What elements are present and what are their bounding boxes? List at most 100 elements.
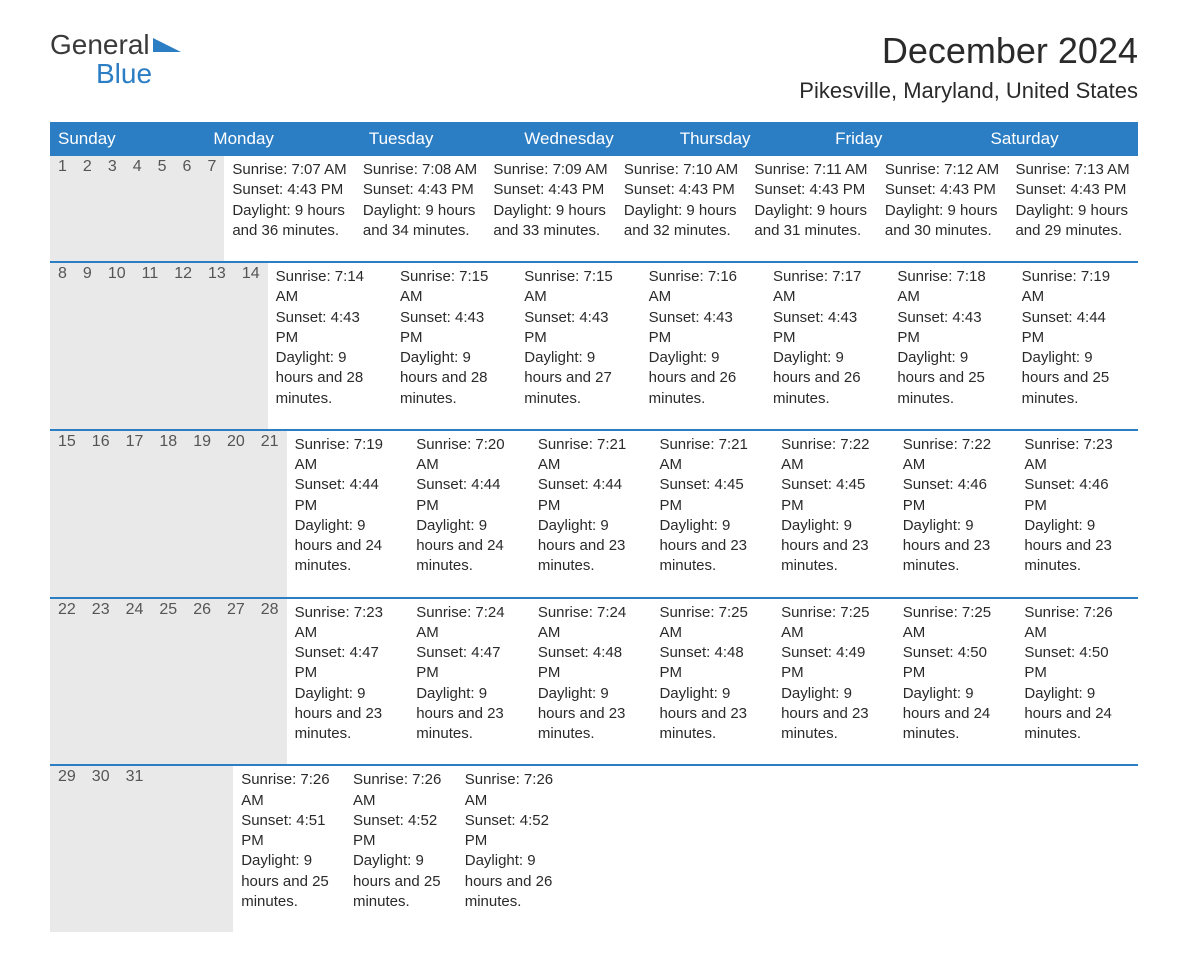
day-cell	[569, 766, 681, 932]
sunrise-line: Sunrise: 7:20 AM	[416, 435, 522, 476]
day-number: 15	[50, 431, 84, 597]
sunrise-line: Sunrise: 7:23 AM	[1024, 435, 1130, 476]
location-text: Pikesville, Maryland, United States	[799, 78, 1138, 104]
day-cell: Sunrise: 7:26 AMSunset: 4:51 PMDaylight:…	[233, 766, 345, 932]
day-cell: Sunrise: 7:25 AMSunset: 4:48 PMDaylight:…	[651, 599, 773, 765]
day-number: 19	[185, 431, 219, 597]
sunrise-line: Sunrise: 7:26 AM	[241, 770, 337, 811]
header: General Blue December 2024 Pikesville, M…	[50, 30, 1138, 104]
sunrise-line: Sunrise: 7:16 AM	[649, 267, 757, 308]
sunset-line: Sunset: 4:44 PM	[295, 475, 401, 516]
day-number	[151, 766, 171, 932]
day-header-saturday: Saturday	[983, 122, 1138, 156]
sunset-line: Sunset: 4:43 PM	[624, 180, 739, 200]
sunrise-line: Sunrise: 7:18 AM	[897, 267, 1005, 308]
day-header-sunday: Sunday	[50, 122, 205, 156]
daylight-line: Daylight: 9 hours and 34 minutes.	[363, 201, 478, 242]
daylight-line: Daylight: 9 hours and 23 minutes.	[416, 684, 522, 745]
sunrise-line: Sunrise: 7:21 AM	[659, 435, 765, 476]
day-cell: Sunrise: 7:19 AMSunset: 4:44 PMDaylight:…	[1014, 263, 1138, 429]
day-cell: Sunrise: 7:08 AMSunset: 4:43 PMDaylight:…	[355, 156, 486, 261]
sunset-line: Sunset: 4:48 PM	[659, 643, 765, 684]
logo-text-blue: Blue	[96, 59, 181, 88]
day-number: 6	[175, 156, 200, 261]
day-number: 16	[84, 431, 118, 597]
day-number: 12	[166, 263, 200, 429]
daylight-line: Daylight: 9 hours and 32 minutes.	[624, 201, 739, 242]
day-cell	[904, 766, 1016, 932]
daylight-line: Daylight: 9 hours and 23 minutes.	[781, 516, 887, 577]
day-cell: Sunrise: 7:11 AMSunset: 4:43 PMDaylight:…	[746, 156, 877, 261]
sunset-line: Sunset: 4:45 PM	[659, 475, 765, 516]
day-cell: Sunrise: 7:26 AMSunset: 4:52 PMDaylight:…	[345, 766, 457, 932]
day-cell: Sunrise: 7:25 AMSunset: 4:49 PMDaylight:…	[773, 599, 895, 765]
day-number: 8	[50, 263, 75, 429]
sunset-line: Sunset: 4:47 PM	[416, 643, 522, 684]
week-row: 891011121314Sunrise: 7:14 AMSunset: 4:43…	[50, 261, 1138, 429]
sunset-line: Sunset: 4:52 PM	[353, 811, 449, 852]
sunset-line: Sunset: 4:52 PM	[465, 811, 561, 852]
sunset-line: Sunset: 4:43 PM	[524, 308, 632, 349]
sunrise-line: Sunrise: 7:07 AM	[232, 160, 347, 180]
daylight-line: Daylight: 9 hours and 25 minutes.	[241, 851, 337, 912]
daylight-line: Daylight: 9 hours and 26 minutes.	[649, 348, 757, 409]
sunset-line: Sunset: 4:49 PM	[781, 643, 887, 684]
daylight-line: Daylight: 9 hours and 23 minutes.	[1024, 516, 1130, 577]
daylight-line: Daylight: 9 hours and 27 minutes.	[524, 348, 632, 409]
daylight-line: Daylight: 9 hours and 23 minutes.	[659, 684, 765, 745]
sunrise-line: Sunrise: 7:17 AM	[773, 267, 881, 308]
day-number: 29	[50, 766, 84, 932]
sunset-line: Sunset: 4:44 PM	[416, 475, 522, 516]
day-number: 5	[150, 156, 175, 261]
sunset-line: Sunset: 4:43 PM	[400, 308, 508, 349]
daylight-line: Daylight: 9 hours and 28 minutes.	[400, 348, 508, 409]
day-content-row: Sunrise: 7:23 AMSunset: 4:47 PMDaylight:…	[287, 599, 1138, 765]
day-number: 18	[151, 431, 185, 597]
sunrise-line: Sunrise: 7:26 AM	[353, 770, 449, 811]
daylight-line: Daylight: 9 hours and 36 minutes.	[232, 201, 347, 242]
day-number: 24	[118, 599, 152, 765]
sunrise-line: Sunrise: 7:24 AM	[538, 603, 644, 644]
sunrise-line: Sunrise: 7:13 AM	[1015, 160, 1130, 180]
day-cell: Sunrise: 7:22 AMSunset: 4:46 PMDaylight:…	[895, 431, 1017, 597]
daylight-line: Daylight: 9 hours and 24 minutes.	[416, 516, 522, 577]
sunrise-line: Sunrise: 7:24 AM	[416, 603, 522, 644]
sunset-line: Sunset: 4:43 PM	[493, 180, 608, 200]
daylight-line: Daylight: 9 hours and 23 minutes.	[538, 684, 644, 745]
sunset-line: Sunset: 4:43 PM	[649, 308, 757, 349]
day-cell: Sunrise: 7:21 AMSunset: 4:45 PMDaylight:…	[651, 431, 773, 597]
sunrise-line: Sunrise: 7:22 AM	[781, 435, 887, 476]
calendar: Sunday Monday Tuesday Wednesday Thursday…	[50, 122, 1138, 932]
sunset-line: Sunset: 4:43 PM	[754, 180, 869, 200]
logo-top-row: General	[50, 30, 181, 59]
day-cell: Sunrise: 7:09 AMSunset: 4:43 PMDaylight:…	[485, 156, 616, 261]
sunrise-line: Sunrise: 7:26 AM	[465, 770, 561, 811]
day-cell: Sunrise: 7:16 AMSunset: 4:43 PMDaylight:…	[641, 263, 765, 429]
day-cell: Sunrise: 7:21 AMSunset: 4:44 PMDaylight:…	[530, 431, 652, 597]
day-cell: Sunrise: 7:20 AMSunset: 4:44 PMDaylight:…	[408, 431, 530, 597]
day-cell: Sunrise: 7:24 AMSunset: 4:47 PMDaylight:…	[408, 599, 530, 765]
day-header-monday: Monday	[205, 122, 360, 156]
daylight-line: Daylight: 9 hours and 26 minutes.	[465, 851, 561, 912]
logo-text-general: General	[50, 30, 150, 59]
sunset-line: Sunset: 4:46 PM	[903, 475, 1009, 516]
day-cell: Sunrise: 7:15 AMSunset: 4:43 PMDaylight:…	[392, 263, 516, 429]
sunset-line: Sunset: 4:43 PM	[232, 180, 347, 200]
sunset-line: Sunset: 4:43 PM	[885, 180, 1000, 200]
day-headers-row: Sunday Monday Tuesday Wednesday Thursday…	[50, 122, 1138, 156]
day-header-tuesday: Tuesday	[361, 122, 516, 156]
day-number: 1	[50, 156, 75, 261]
day-number-row: 293031	[50, 766, 233, 932]
day-cell	[680, 766, 792, 932]
sunrise-line: Sunrise: 7:19 AM	[1022, 267, 1130, 308]
day-cell: Sunrise: 7:07 AMSunset: 4:43 PMDaylight:…	[224, 156, 355, 261]
day-number: 4	[125, 156, 150, 261]
day-number: 3	[100, 156, 125, 261]
logo: General Blue	[50, 30, 181, 89]
sunset-line: Sunset: 4:43 PM	[363, 180, 478, 200]
day-number-row: 891011121314	[50, 263, 268, 429]
day-cell: Sunrise: 7:22 AMSunset: 4:45 PMDaylight:…	[773, 431, 895, 597]
day-cell: Sunrise: 7:18 AMSunset: 4:43 PMDaylight:…	[889, 263, 1013, 429]
flag-icon	[153, 30, 181, 59]
sunset-line: Sunset: 4:50 PM	[1024, 643, 1130, 684]
